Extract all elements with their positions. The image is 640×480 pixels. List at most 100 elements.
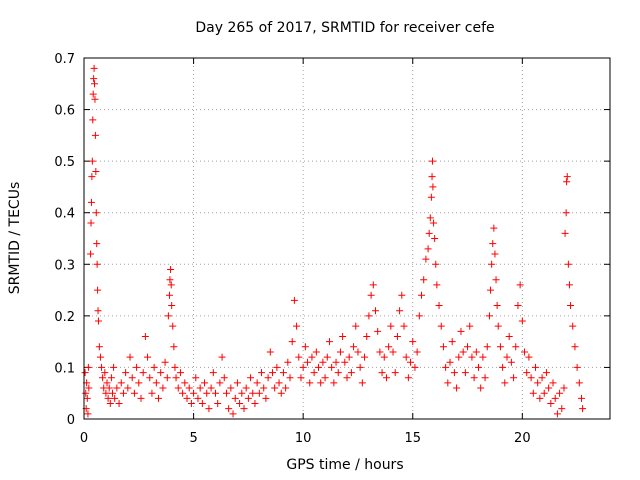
- data-point: [499, 363, 507, 371]
- y-tick-label: 0: [67, 413, 75, 428]
- data-point: [363, 332, 371, 340]
- data-point: [317, 379, 325, 387]
- data-point: [420, 276, 428, 284]
- data-point: [290, 296, 298, 304]
- data-point: [389, 348, 397, 356]
- data-point: [374, 327, 382, 335]
- x-tick-label: 15: [404, 431, 421, 446]
- data-point: [255, 389, 263, 397]
- data-point: [446, 358, 454, 366]
- data-point: [240, 405, 248, 413]
- data-point: [157, 369, 165, 377]
- data-point: [164, 312, 172, 320]
- data-point: [229, 410, 237, 418]
- data-point: [380, 353, 388, 361]
- data-point: [92, 167, 100, 175]
- data-point: [198, 400, 206, 408]
- data-point: [214, 400, 222, 408]
- data-point: [94, 286, 102, 294]
- data-point: [534, 379, 542, 387]
- data-point: [391, 369, 399, 377]
- data-point: [82, 389, 90, 397]
- data-point: [94, 317, 102, 325]
- data-point: [450, 369, 458, 377]
- data-point: [286, 374, 294, 382]
- data-point: [396, 307, 404, 315]
- data-point: [413, 348, 421, 356]
- data-point: [492, 276, 500, 284]
- data-point: [319, 358, 327, 366]
- data-point: [578, 394, 586, 402]
- data-point: [91, 131, 99, 139]
- data-point: [262, 394, 270, 402]
- data-point: [279, 369, 287, 377]
- data-point: [196, 384, 204, 392]
- data-point: [201, 379, 209, 387]
- data-point: [185, 384, 193, 392]
- data-point: [84, 363, 92, 371]
- data-point: [343, 374, 351, 382]
- data-point: [233, 379, 241, 387]
- data-point: [170, 343, 178, 351]
- data-point: [282, 384, 290, 392]
- data-point: [510, 374, 518, 382]
- data-point: [567, 302, 575, 310]
- data-point: [299, 363, 307, 371]
- data-point: [87, 198, 95, 206]
- data-point: [523, 369, 531, 377]
- y-tick-label: 0.6: [54, 104, 75, 119]
- data-point: [525, 353, 533, 361]
- data-point: [538, 374, 546, 382]
- data-point: [442, 363, 450, 371]
- data-point: [87, 250, 95, 258]
- ticks-layer: 0 0.1 0.2 0.3 0.4 0.5 0.6 0.7 0 5 10 15 20: [54, 52, 610, 446]
- data-point: [312, 348, 320, 356]
- data-point: [491, 250, 499, 258]
- data-point: [315, 363, 323, 371]
- data-point: [424, 245, 432, 253]
- data-point: [426, 214, 434, 222]
- data-point: [507, 358, 515, 366]
- data-point: [155, 394, 163, 402]
- data-point: [387, 322, 395, 330]
- data-point: [339, 332, 347, 340]
- data-point: [183, 394, 191, 402]
- data-point: [561, 229, 569, 237]
- data-point: [139, 369, 147, 377]
- data-point: [527, 374, 535, 382]
- data-point: [468, 353, 476, 361]
- data-point: [422, 255, 430, 263]
- data-point: [93, 260, 101, 268]
- data-point: [332, 358, 340, 366]
- data-point: [227, 384, 235, 392]
- data-point: [94, 307, 102, 315]
- data-point: [516, 281, 524, 289]
- data-point: [95, 343, 103, 351]
- data-point: [128, 374, 136, 382]
- data-point: [258, 369, 266, 377]
- data-point: [216, 379, 224, 387]
- data-point: [297, 374, 305, 382]
- data-point: [579, 405, 587, 413]
- data-point: [369, 281, 377, 289]
- data-point: [453, 384, 461, 392]
- data-point: [385, 343, 393, 351]
- data-point: [562, 209, 570, 217]
- data-point: [485, 312, 493, 320]
- data-point: [437, 322, 445, 330]
- data-point: [432, 260, 440, 268]
- y-tick-label: 0.2: [54, 310, 75, 325]
- data-point: [99, 374, 107, 382]
- data-point: [295, 353, 303, 361]
- data-point: [152, 379, 160, 387]
- data-point: [323, 353, 331, 361]
- data-point: [330, 379, 338, 387]
- data-point: [103, 379, 111, 387]
- data-point: [108, 389, 116, 397]
- data-point: [203, 389, 211, 397]
- data-point: [194, 394, 202, 402]
- data-point: [431, 235, 439, 242]
- data-point: [345, 353, 353, 361]
- data-point: [503, 353, 511, 361]
- data-point: [400, 322, 408, 330]
